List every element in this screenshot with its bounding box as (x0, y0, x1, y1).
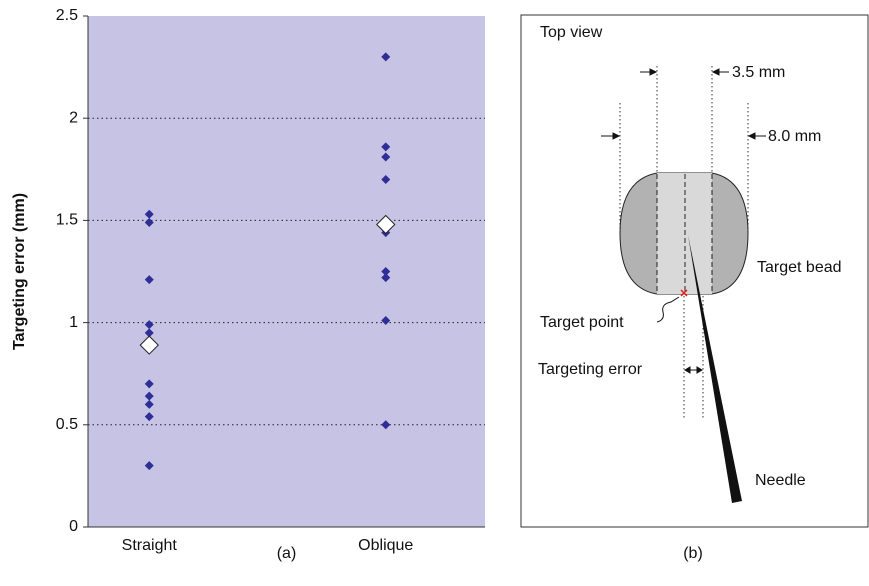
plot-area (88, 16, 485, 527)
diagram-caption: (b) (683, 545, 703, 562)
outer-width-label: 8.0 mm (768, 128, 821, 145)
y-tick-label: 2.5 (56, 7, 78, 24)
y-axis-label: Targeting error (mm) (11, 193, 28, 350)
diagram: Top view 3.5 mm 8.0 mm Target bead Targe… (521, 15, 868, 562)
y-tick-label: 0.5 (56, 416, 78, 433)
error-label: Targeting error (538, 361, 643, 378)
needle-label: Needle (755, 472, 806, 489)
x-tick-label: Oblique (358, 537, 413, 554)
y-tick-label: 1 (69, 314, 78, 331)
y-tick-label: 1.5 (56, 212, 78, 229)
x-tick-label: Straight (122, 537, 178, 554)
y-tick-label: 2 (69, 109, 78, 126)
bead-label: Target bead (757, 259, 842, 276)
y-tick-label: 0 (69, 518, 78, 535)
inner-width-label: 3.5 mm (732, 64, 785, 81)
chart-caption: (a) (277, 545, 297, 562)
diagram-title: Top view (540, 24, 603, 41)
point-label: Target point (540, 314, 624, 331)
figure: Top view 3.5 mm 8.0 mm Target bead Targe… (0, 0, 869, 586)
